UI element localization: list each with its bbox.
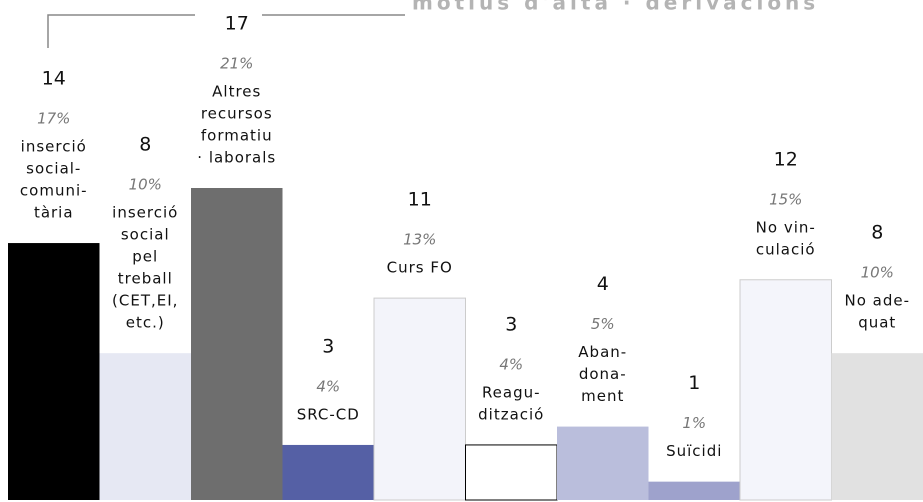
value-label: 1: [688, 372, 700, 394]
bar: [465, 444, 558, 501]
share-label: 5%: [591, 315, 615, 333]
category-label: No vin-: [756, 218, 816, 236]
share-label: 10%: [129, 176, 162, 194]
share-label: 4%: [499, 355, 523, 373]
value-label: 14: [42, 68, 66, 90]
value-label: 8: [871, 222, 883, 244]
bar: [8, 243, 100, 500]
value-label: 8: [139, 134, 151, 156]
category-label: comuni-: [20, 182, 88, 200]
category-label: dona-: [579, 365, 627, 383]
share-label: 17%: [37, 110, 70, 128]
category-label: Aban-: [578, 343, 627, 361]
bar: [557, 426, 649, 500]
share-label: 15%: [769, 190, 802, 208]
category-label: etc.): [126, 314, 165, 332]
category-label: inserció: [112, 204, 178, 222]
category-label: No ade-: [844, 292, 910, 310]
category-label: · laborals: [197, 149, 276, 167]
category-label: social-: [26, 160, 81, 178]
share-label: 1%: [682, 414, 706, 432]
bar: [648, 481, 740, 500]
bar: [739, 279, 832, 501]
value-label: 11: [408, 189, 432, 211]
share-label: 21%: [220, 55, 253, 73]
value-label: 17: [225, 13, 249, 35]
share-label: 13%: [403, 231, 436, 249]
category-label: ment: [581, 387, 624, 405]
chart-title: motius d'alta · derivacions: [412, 0, 819, 15]
bar: [99, 353, 191, 500]
category-label: pel: [132, 248, 158, 266]
frame-line: [47, 14, 405, 48]
category-label: culació: [756, 240, 816, 258]
category-label: tària: [34, 204, 74, 222]
bar: [191, 188, 283, 500]
category-label: Altres: [212, 83, 261, 101]
bar: [282, 444, 374, 500]
category-label: recursos: [201, 105, 273, 123]
category-label: Suïcidi: [666, 442, 722, 460]
category-label: treball: [118, 270, 173, 288]
category-label: (CET,EI,: [112, 292, 178, 310]
value-label: 3: [322, 335, 334, 357]
category-label: inserció: [21, 138, 87, 156]
category-label: formatiu: [201, 127, 273, 145]
share-label: 4%: [316, 377, 340, 395]
category-label: Reagu-: [482, 383, 541, 401]
bar: [373, 297, 466, 501]
category-label: social: [121, 226, 170, 244]
category-label: dització: [478, 405, 544, 423]
category-label: Curs FO: [387, 259, 453, 277]
category-label: SRC-CD: [297, 405, 360, 423]
value-label: 12: [774, 148, 798, 170]
bar: [831, 353, 923, 500]
share-label: 10%: [861, 264, 894, 282]
value-label: 3: [505, 313, 517, 335]
value-label: 4: [597, 273, 609, 295]
category-label: quat: [858, 314, 896, 332]
